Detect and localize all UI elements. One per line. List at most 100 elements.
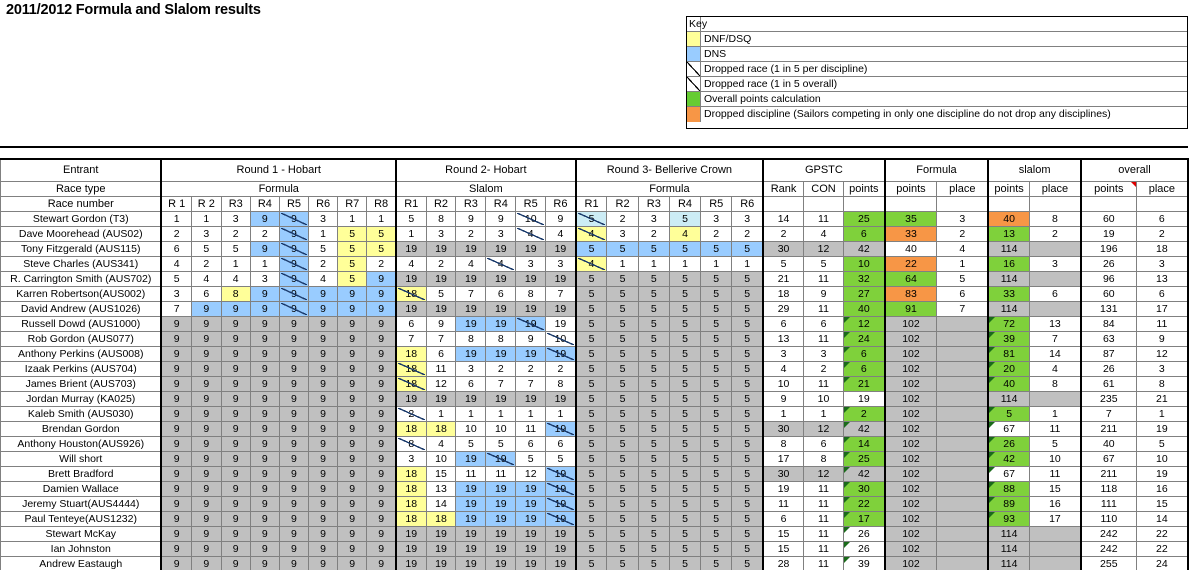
round3-result-cell[interactable]: 5 (606, 465, 639, 482)
round2-result-cell[interactable]: 19 (485, 300, 517, 317)
round3-result-cell[interactable]: 5 (731, 330, 765, 347)
round2-result-cell[interactable]: 19 (455, 510, 487, 527)
round1-result-cell[interactable]: 9 (308, 465, 339, 482)
round3-result-cell[interactable]: 5 (668, 330, 702, 347)
round1-result-cell[interactable]: 9 (366, 540, 398, 557)
round2-result-cell[interactable]: 19 (485, 240, 517, 257)
round1-result-cell[interactable]: 9 (278, 390, 310, 407)
round1-result-cell[interactable]: 9 (366, 510, 398, 527)
round1-result-cell[interactable]: 9 (220, 495, 251, 512)
formula-place[interactable] (936, 435, 990, 452)
round1-result-cell[interactable]: 4 (220, 270, 251, 287)
round3-result-cell[interactable]: 3 (637, 210, 670, 227)
gpstc-con[interactable]: 3 (803, 345, 844, 362)
slalom-points[interactable]: 67 (987, 465, 1030, 482)
overall-points[interactable]: 26 (1080, 255, 1137, 272)
round3-result-cell[interactable]: 5 (700, 465, 733, 482)
gpstc-con[interactable]: 10 (803, 390, 844, 407)
round3-result-cell[interactable]: 5 (575, 330, 608, 347)
gpstc-points[interactable]: 26 (842, 525, 886, 542)
round3-result-cell[interactable]: 5 (637, 480, 670, 497)
round2-result-cell[interactable]: 1 (485, 405, 517, 422)
overall-place[interactable]: 1 (1135, 405, 1189, 422)
slalom-points[interactable]: 39 (987, 330, 1030, 347)
slalom-points[interactable]: 33 (987, 285, 1030, 302)
round2-result-cell[interactable]: 7 (545, 285, 577, 302)
round1-result-cell[interactable]: 9 (190, 405, 222, 422)
formula-points[interactable]: 102 (884, 555, 938, 570)
round1-result-cell[interactable]: 9 (220, 540, 251, 557)
round1-result-cell[interactable]: 9 (278, 495, 310, 512)
round1-result-cell[interactable]: 9 (366, 480, 398, 497)
round3-result-cell[interactable]: 5 (606, 345, 639, 362)
round1-result-cell[interactable]: 3 (249, 270, 280, 287)
round3-result-cell[interactable]: 5 (575, 210, 608, 227)
round2-result-cell[interactable]: 13 (425, 480, 457, 497)
round1-result-cell[interactable]: 9 (366, 270, 398, 287)
round2-result-cell[interactable]: 8 (545, 375, 577, 392)
slalom-points[interactable]: 26 (987, 435, 1030, 452)
entrant-name[interactable]: Rob Gordon (AUS077) (0, 330, 163, 347)
gpstc-points[interactable]: 42 (842, 420, 886, 437)
round3-result-cell[interactable]: 5 (575, 450, 608, 467)
round2-result-cell[interactable]: 19 (485, 315, 517, 332)
entrant-name[interactable]: Steve Charles (AUS341) (0, 255, 163, 272)
gpstc-points[interactable]: 39 (842, 555, 886, 570)
round1-result-cell[interactable]: 9 (249, 510, 280, 527)
round1-result-cell[interactable]: 9 (337, 525, 368, 542)
round2-result-cell[interactable]: 1 (425, 405, 457, 422)
overall-points[interactable]: 60 (1080, 210, 1137, 227)
round2-result-cell[interactable]: 4 (455, 255, 487, 272)
round1-result-cell[interactable]: 9 (160, 465, 192, 482)
overall-points[interactable]: 26 (1080, 360, 1137, 377)
round2-result-cell[interactable]: 19 (425, 390, 457, 407)
round3-result-cell[interactable]: 5 (606, 300, 639, 317)
round2-result-cell[interactable]: 19 (545, 270, 577, 287)
round1-result-cell[interactable]: 9 (337, 285, 368, 302)
gpstc-rank[interactable]: 8 (762, 435, 805, 452)
round2-result-cell[interactable]: 18 (395, 360, 427, 377)
round1-result-cell[interactable]: 9 (278, 345, 310, 362)
overall-points[interactable]: 110 (1080, 510, 1137, 527)
round2-result-cell[interactable]: 2 (515, 360, 547, 377)
round1-result-cell[interactable]: 9 (160, 390, 192, 407)
slalom-place[interactable]: 7 (1028, 330, 1082, 347)
overall-points[interactable]: 63 (1080, 330, 1137, 347)
slalom-place[interactable] (1028, 555, 1082, 570)
round3-result-cell[interactable]: 5 (700, 450, 733, 467)
round1-result-cell[interactable]: 9 (249, 525, 280, 542)
round3-result-cell[interactable]: 5 (700, 270, 733, 287)
round1-result-cell[interactable]: 9 (278, 465, 310, 482)
round1-result-cell[interactable]: 9 (220, 450, 251, 467)
round3-result-cell[interactable]: 5 (668, 450, 702, 467)
gpstc-rank[interactable]: 29 (762, 300, 805, 317)
round3-result-cell[interactable]: 5 (637, 390, 670, 407)
round2-result-cell[interactable]: 19 (485, 345, 517, 362)
round2-result-cell[interactable]: 19 (455, 390, 487, 407)
gpstc-con[interactable]: 11 (803, 495, 844, 512)
round2-result-cell[interactable]: 19 (395, 240, 427, 257)
round1-result-cell[interactable]: 9 (366, 405, 398, 422)
round3-result-cell[interactable]: 5 (668, 495, 702, 512)
slalom-place[interactable]: 8 (1028, 210, 1082, 227)
round1-result-cell[interactable]: 1 (160, 210, 192, 227)
round3-result-cell[interactable]: 5 (731, 375, 765, 392)
slalom-points[interactable]: 88 (987, 480, 1030, 497)
formula-place[interactable] (936, 510, 990, 527)
gpstc-rank[interactable]: 14 (762, 210, 805, 227)
round1-result-cell[interactable]: 9 (190, 555, 222, 570)
formula-place[interactable] (936, 390, 990, 407)
overall-place[interactable]: 5 (1135, 435, 1189, 452)
formula-place[interactable] (936, 555, 990, 570)
round3-result-cell[interactable]: 5 (606, 495, 639, 512)
round1-result-cell[interactable]: 9 (278, 435, 310, 452)
round2-result-cell[interactable]: 19 (545, 555, 577, 570)
entrant-name[interactable]: Jordan Murray (KA025) (0, 390, 163, 407)
round1-result-cell[interactable]: 9 (278, 555, 310, 570)
round1-result-cell[interactable]: 9 (160, 555, 192, 570)
round3-result-cell[interactable]: 5 (731, 510, 765, 527)
round1-result-cell[interactable]: 9 (278, 405, 310, 422)
round1-result-cell[interactable]: 9 (366, 375, 398, 392)
round3-result-cell[interactable]: 5 (731, 540, 765, 557)
round1-result-cell[interactable]: 9 (366, 465, 398, 482)
